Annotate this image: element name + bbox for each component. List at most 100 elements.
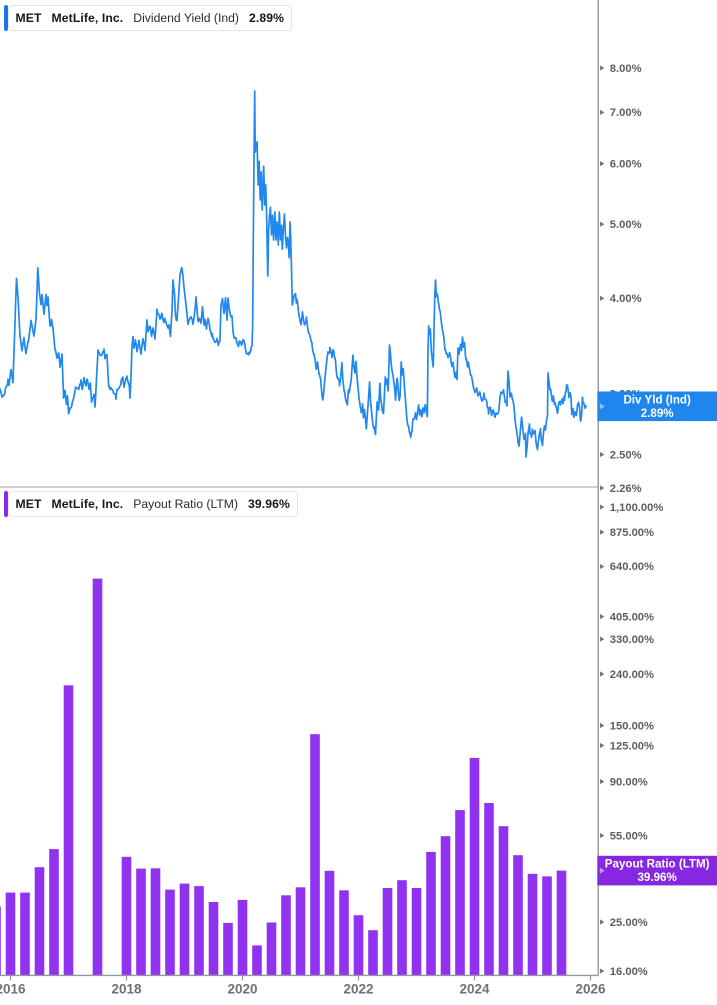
dividend-yield-line	[0, 90, 587, 458]
payout-bar[interactable]	[310, 734, 320, 976]
y-tick-label[interactable]: 4.00%	[610, 293, 642, 305]
y-tick-label[interactable]: 8.00%	[610, 63, 642, 75]
label-line2: 39.96%	[637, 871, 676, 884]
y-tick-label[interactable]: 875.00%	[610, 527, 654, 539]
x-tick-label[interactable]: 2020	[227, 981, 257, 996]
payout-bar[interactable]	[411, 888, 422, 976]
payout-bar[interactable]	[237, 899, 248, 976]
y-tick-label[interactable]: 25.00%	[610, 917, 648, 929]
series-accent-bar	[4, 5, 8, 31]
payout-bar[interactable]	[324, 870, 335, 976]
tick-arrow-icon	[600, 504, 605, 510]
y-tick-label[interactable]: 640.00%	[610, 561, 654, 573]
payout-bar[interactable]	[455, 810, 465, 976]
tick-arrow-icon	[600, 636, 605, 642]
payout-bar[interactable]	[150, 868, 161, 976]
payout-bar[interactable]	[194, 886, 204, 976]
payout-bar[interactable]	[252, 945, 262, 976]
payout-bar[interactable]	[63, 685, 74, 976]
payout-bar[interactable]	[513, 855, 523, 976]
payout-ratio-value-label[interactable]: Payout Ratio (LTM)39.96%	[597, 855, 717, 886]
company-label: MetLife, Inc.	[51, 497, 124, 511]
payout-bar[interactable]	[542, 876, 552, 976]
y-tick-label[interactable]: 6.00%	[610, 158, 642, 170]
series-header-payout-ratio[interactable]: MET MetLife, Inc. Payout Ratio (LTM) 39.…	[4, 491, 298, 517]
payout-bar[interactable]	[397, 880, 407, 976]
y-tick-label[interactable]: 150.00%	[610, 720, 654, 732]
x-tick-label[interactable]: 2024	[459, 981, 490, 996]
label-line2: 2.89%	[641, 407, 674, 420]
payout-bar[interactable]	[426, 851, 436, 976]
payout-bar[interactable]	[556, 870, 567, 976]
payout-bar[interactable]	[382, 888, 393, 976]
tick-arrow-icon	[600, 614, 605, 620]
y-tick-label[interactable]: 16.00%	[610, 966, 648, 978]
metric-label: Dividend Yield (Ind)	[133, 11, 239, 25]
payout-bar[interactable]	[339, 890, 349, 976]
payout-bar[interactable]	[92, 578, 103, 976]
y-tick-label[interactable]: 5.00%	[610, 219, 642, 231]
payout-bar[interactable]	[34, 867, 45, 976]
tick-arrow-icon	[600, 65, 605, 71]
tick-arrow-icon	[600, 671, 605, 677]
payout-bar[interactable]	[295, 887, 306, 976]
metric-value: 39.96%	[248, 497, 290, 511]
payout-ratio-bars	[0, 578, 567, 976]
label-line1: Div Yld (Ind)	[623, 393, 691, 406]
payout-bar[interactable]	[353, 915, 364, 976]
payout-bar[interactable]	[165, 889, 175, 976]
payout-bar[interactable]	[281, 895, 291, 976]
metric-label: Payout Ratio (LTM)	[133, 497, 239, 511]
y-tick-label[interactable]: 125.00%	[610, 740, 654, 752]
metric-value: 2.89%	[248, 11, 285, 25]
dividend-yield-series[interactable]	[0, 90, 587, 458]
payout-bar[interactable]	[498, 826, 509, 976]
label-line1: Payout Ratio (LTM)	[605, 858, 710, 871]
tick-arrow-icon	[600, 485, 605, 491]
y-tick-label[interactable]: 330.00%	[610, 634, 654, 646]
x-tick-label[interactable]: 2018	[111, 981, 142, 996]
tick-arrow-icon	[600, 919, 605, 925]
tick-arrow-icon	[600, 778, 605, 785]
tick-arrow-icon	[600, 161, 605, 167]
payout-bar[interactable]	[223, 922, 233, 976]
y-tick-label[interactable]: 7.00%	[610, 107, 642, 119]
x-axis-ticks: 2016 2018 2020 2022 2024 2026	[0, 975, 606, 996]
y-tick-label[interactable]: 55.00%	[610, 830, 648, 842]
ticker-label: MET	[15, 11, 42, 25]
x-tick-label[interactable]: 2022	[343, 981, 373, 996]
x-tick-label[interactable]: 2016	[0, 981, 26, 996]
payout-bar[interactable]	[266, 922, 277, 976]
payout-bar[interactable]	[208, 902, 219, 976]
tick-arrow-icon	[600, 529, 605, 535]
payout-bar[interactable]	[0, 906, 1, 976]
tick-arrow-icon	[600, 109, 605, 115]
payout-bar[interactable]	[469, 757, 480, 976]
y-tick-label[interactable]: 90.00%	[610, 776, 648, 788]
payout-bar[interactable]	[440, 836, 451, 976]
tick-arrow-icon	[600, 722, 605, 729]
y-tick-label[interactable]: 2.26%	[610, 483, 642, 495]
payout-bar[interactable]	[5, 892, 16, 976]
label-pointer-icon	[599, 867, 605, 874]
payout-bar[interactable]	[136, 868, 146, 976]
tick-arrow-icon	[600, 742, 605, 749]
tick-arrow-icon	[600, 968, 605, 974]
y-tick-label[interactable]: 1,100.00%	[610, 502, 664, 514]
payout-bar[interactable]	[368, 930, 378, 976]
y-tick-label[interactable]: 2.50%	[610, 449, 642, 461]
payout-bar[interactable]	[49, 849, 59, 976]
payout-bar[interactable]	[20, 892, 30, 976]
y-tick-label[interactable]: 240.00%	[610, 669, 654, 681]
series-header-dividend-yield[interactable]: MET MetLife, Inc. Dividend Yield (Ind) 2…	[4, 5, 293, 31]
payout-bar[interactable]	[179, 883, 190, 976]
payout-bar[interactable]	[121, 856, 132, 976]
payout-bar[interactable]	[527, 873, 538, 976]
payout-bar[interactable]	[484, 803, 494, 976]
tick-arrow-icon	[600, 295, 605, 301]
tick-arrow-icon	[600, 221, 605, 227]
y-tick-label[interactable]: 405.00%	[610, 611, 654, 623]
div-yld-value-label[interactable]: Div Yld (Ind)2.89%	[597, 391, 717, 422]
x-tick-label[interactable]: 2026	[575, 981, 606, 996]
